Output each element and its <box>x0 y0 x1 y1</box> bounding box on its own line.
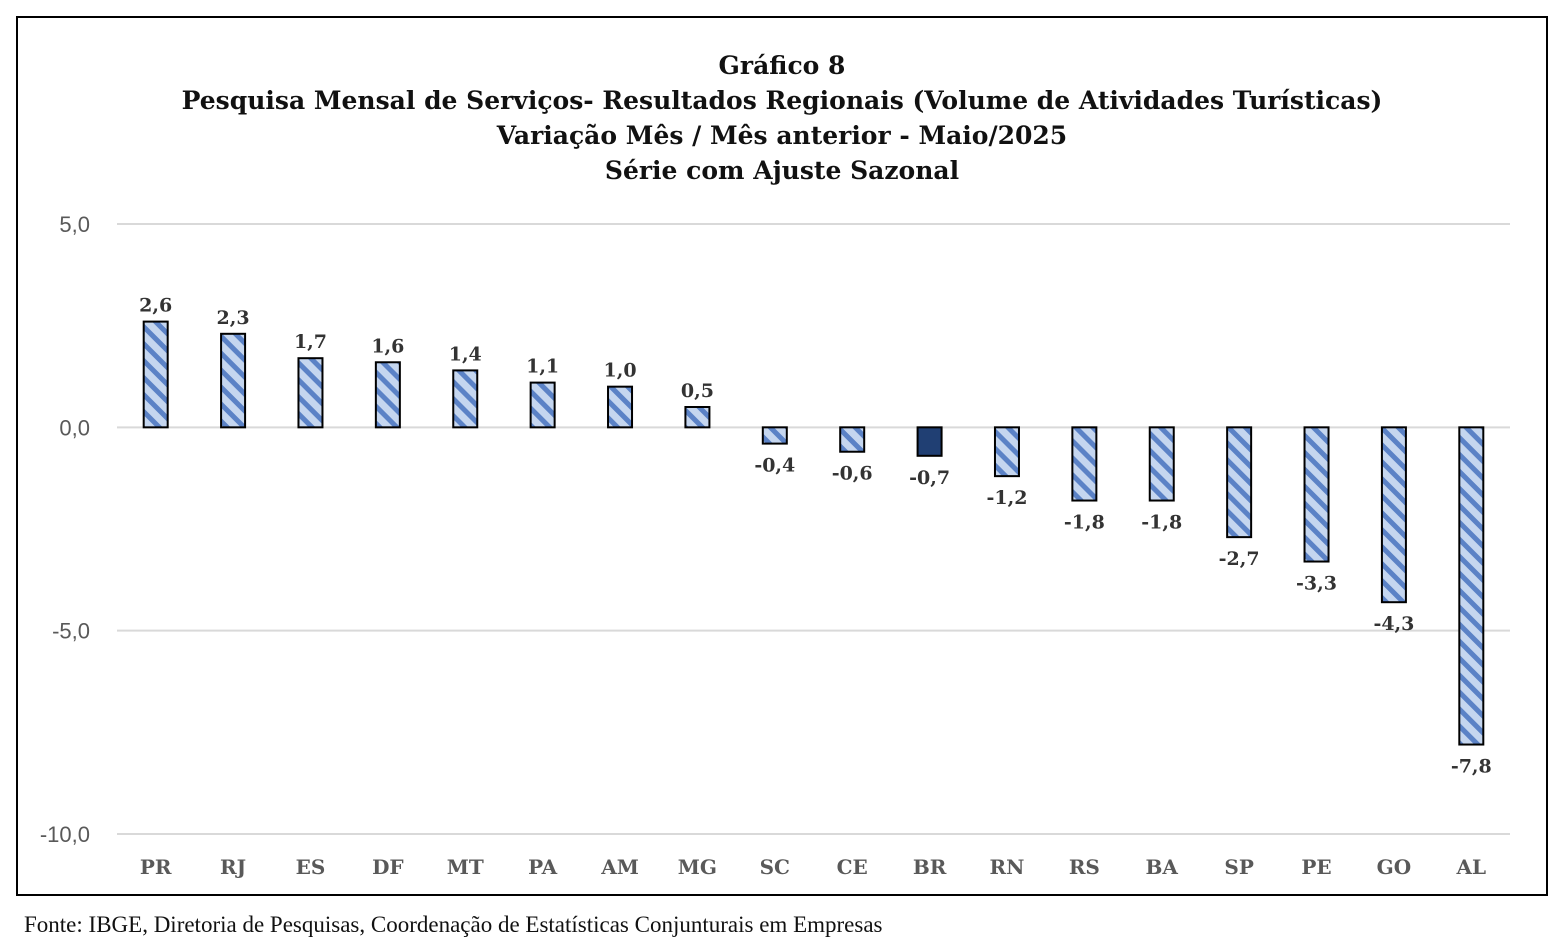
data-label-mg: 0,5 <box>681 380 714 402</box>
bar-es <box>297 357 324 429</box>
y-tick-label: 5,0 <box>59 212 90 237</box>
x-tick-label-rn: RN <box>990 855 1025 879</box>
data-label-go: -4,3 <box>1373 613 1414 635</box>
x-tick-label-sc: SC <box>760 855 790 879</box>
data-label-ce: -0,6 <box>832 463 873 485</box>
chart-frame: Gráfico 8 Pesquisa Mensal de Serviços- R… <box>16 16 1548 896</box>
data-label-rs: -1,8 <box>1064 512 1105 534</box>
x-tick-label-df: DF <box>372 855 404 879</box>
bar-al <box>1458 426 1485 746</box>
chart-subtitle-3: Série com Ajuste Sazonal <box>604 156 960 185</box>
x-tick-label-rs: RS <box>1069 855 1100 879</box>
bar-df <box>374 361 401 429</box>
x-tick-label-mg: MG <box>678 855 717 879</box>
bar-pe <box>1303 426 1330 563</box>
x-tick-label-am: AM <box>600 855 639 879</box>
data-label-es: 1,7 <box>294 331 327 353</box>
data-label-pe: -3,3 <box>1296 573 1337 595</box>
x-tick-label-al: AL <box>1456 855 1487 879</box>
data-label-rn: -1,2 <box>986 487 1027 509</box>
y-tick-label: -5,0 <box>52 619 90 644</box>
x-tick-label-go: GO <box>1377 855 1412 879</box>
x-tick-label-rj: RJ <box>220 855 246 879</box>
data-label-sp: -2,7 <box>1219 548 1260 570</box>
x-tick-label-sp: SP <box>1224 855 1253 879</box>
bar-mg <box>684 406 711 429</box>
chart-title: Gráfico 8 <box>718 51 846 80</box>
data-label-df: 1,6 <box>371 335 404 357</box>
bar-sp <box>1226 426 1253 539</box>
bar-sc <box>761 426 788 445</box>
data-label-am: 1,0 <box>603 360 636 382</box>
x-tick-label-ba: BA <box>1146 855 1179 879</box>
bar-pr <box>142 320 169 429</box>
bar-rn <box>993 426 1020 478</box>
data-label-sc: -0,4 <box>754 455 795 477</box>
data-label-al: -7,8 <box>1451 756 1492 778</box>
data-label-pa: 1,1 <box>526 356 559 378</box>
y-tick-label: 0,0 <box>59 415 90 440</box>
data-label-br: -0,7 <box>909 467 950 489</box>
bar-mt <box>452 369 479 429</box>
bar-ce <box>839 426 866 453</box>
x-tick-label-ce: CE <box>837 855 868 879</box>
bar-am <box>607 385 634 429</box>
x-tick-label-br: BR <box>913 855 947 879</box>
x-tick-label-pa: PA <box>528 855 558 879</box>
data-label-rj: 2,3 <box>217 307 250 329</box>
bar-br <box>916 426 943 457</box>
chart-subtitle-1: Pesquisa Mensal de Serviços- Resultados … <box>181 86 1383 115</box>
x-tick-label-mt: MT <box>447 855 484 879</box>
bar-rj <box>220 332 247 429</box>
bar-ba <box>1148 426 1175 502</box>
bar-go <box>1380 426 1407 604</box>
source-footer: Fonte: IBGE, Diretoria de Pesquisas, Coo… <box>24 912 883 937</box>
chart-titles: Gráfico 8 Pesquisa Mensal de Serviços- R… <box>18 48 1546 188</box>
y-tick-label: -10,0 <box>40 822 90 847</box>
bar-rs <box>1071 426 1098 502</box>
x-tick-label-pe: PE <box>1301 855 1331 879</box>
x-tick-label-es: ES <box>296 855 326 879</box>
bar-pa <box>529 381 556 429</box>
data-label-pr: 2,6 <box>139 295 172 317</box>
data-label-ba: -1,8 <box>1141 512 1182 534</box>
data-label-mt: 1,4 <box>449 343 482 365</box>
x-tick-label-pr: PR <box>140 855 172 879</box>
chart-subtitle-2: Variação Mês / Mês anterior - Maio/2025 <box>496 121 1068 150</box>
